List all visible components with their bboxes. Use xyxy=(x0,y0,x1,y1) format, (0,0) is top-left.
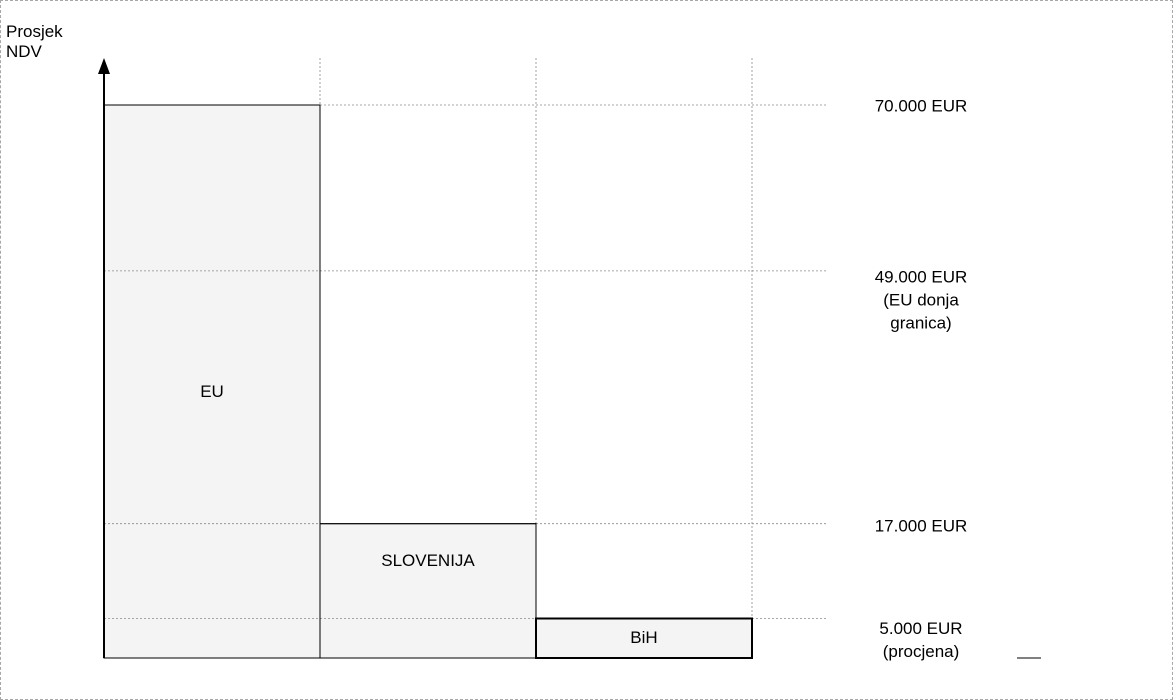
bar-label-slovenija: SLOVENIJA xyxy=(381,551,475,570)
y-axis-arrow xyxy=(98,58,110,74)
y-tick-label: 17.000 EUR xyxy=(874,516,968,536)
y-tick-label: 70.000 EUR xyxy=(874,96,968,116)
bar-label-bih: BiH xyxy=(630,628,658,648)
bar-label-eu: EU xyxy=(200,382,224,401)
bar-slovenija xyxy=(319,523,537,659)
y-tick-label: 49.000 EUR (EU donja granica) xyxy=(874,267,968,333)
bar-eu xyxy=(103,104,321,659)
y-axis-label: Prosjek NDV xyxy=(6,22,63,61)
y-tick-label: 5.000 EUR (procjena) xyxy=(879,618,963,661)
